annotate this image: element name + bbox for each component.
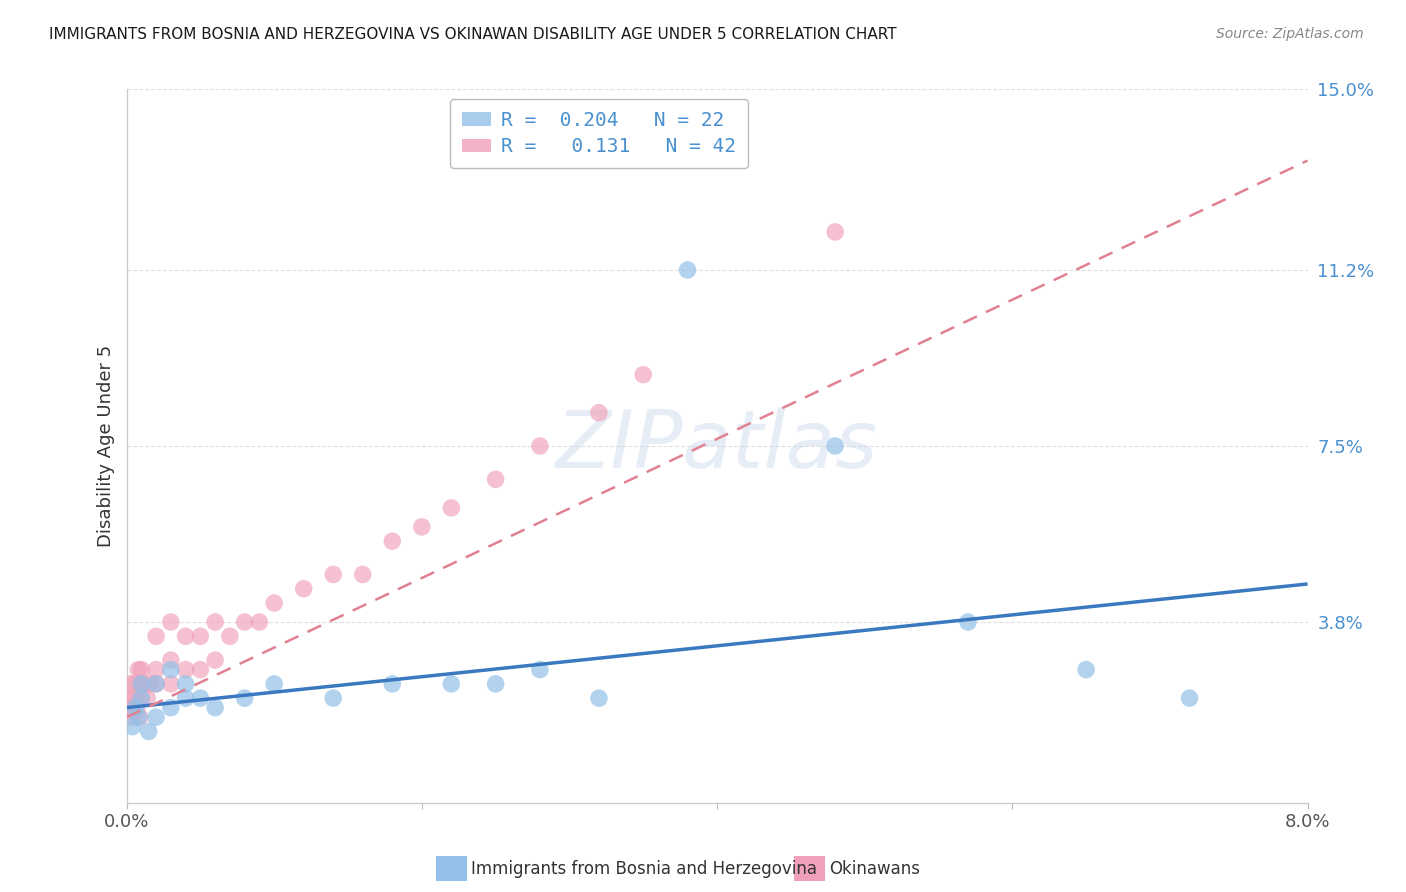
Point — [411, 520, 433, 534]
Point — [204, 653, 226, 667]
Point — [322, 691, 344, 706]
Point — [484, 472, 508, 486]
Point — [292, 582, 315, 596]
Point — [676, 263, 699, 277]
Point — [145, 663, 167, 677]
Point — [124, 677, 146, 691]
Point — [145, 629, 167, 643]
Point — [122, 691, 145, 706]
Point — [633, 368, 655, 382]
Point — [1178, 691, 1201, 706]
Point — [117, 700, 139, 714]
Point — [188, 629, 211, 643]
Point — [174, 663, 197, 677]
Point — [824, 439, 846, 453]
Point — [529, 663, 551, 677]
Point — [233, 691, 256, 706]
Point — [204, 700, 226, 714]
Point — [129, 677, 153, 691]
Point — [160, 663, 183, 677]
Point — [134, 677, 156, 691]
Legend: R =  0.204   N = 22, R =   0.131   N = 42: R = 0.204 N = 22, R = 0.131 N = 42 — [450, 99, 748, 168]
Point — [824, 225, 846, 239]
Point — [121, 720, 143, 734]
Point — [174, 629, 197, 643]
Point — [440, 677, 463, 691]
Point — [352, 567, 374, 582]
Point — [588, 406, 610, 420]
Point — [219, 629, 242, 643]
Point — [381, 677, 404, 691]
Point — [127, 663, 149, 677]
Point — [125, 700, 148, 714]
Point — [529, 439, 551, 453]
Point — [956, 615, 979, 629]
Point — [138, 724, 160, 739]
Text: ZIPatlas: ZIPatlas — [555, 407, 879, 485]
Point — [1076, 663, 1098, 677]
Point — [129, 677, 153, 691]
Point — [263, 596, 285, 610]
Text: Immigrants from Bosnia and Herzegovina: Immigrants from Bosnia and Herzegovina — [471, 860, 817, 878]
Point — [588, 691, 610, 706]
Point — [174, 691, 197, 706]
Text: Source: ZipAtlas.com: Source: ZipAtlas.com — [1216, 27, 1364, 41]
Point — [188, 663, 211, 677]
Point — [145, 677, 167, 691]
Point — [160, 653, 183, 667]
Point — [381, 534, 404, 549]
Point — [129, 691, 153, 706]
Point — [440, 500, 463, 515]
Point — [263, 677, 285, 691]
Point — [120, 691, 142, 706]
Point — [118, 677, 141, 691]
Point — [160, 615, 183, 629]
Point — [128, 710, 150, 724]
Point — [188, 691, 211, 706]
Point — [233, 615, 256, 629]
Point — [484, 677, 508, 691]
Point — [322, 567, 344, 582]
Point — [129, 663, 153, 677]
Point — [247, 615, 270, 629]
Point — [129, 691, 153, 706]
Point — [160, 700, 183, 714]
Point — [174, 677, 197, 691]
Point — [139, 677, 162, 691]
Point — [160, 677, 183, 691]
Point — [121, 710, 143, 724]
Point — [204, 615, 226, 629]
Text: Okinawans: Okinawans — [830, 860, 921, 878]
Point — [145, 710, 167, 724]
Y-axis label: Disability Age Under 5: Disability Age Under 5 — [97, 345, 115, 547]
Point — [127, 710, 149, 724]
Point — [124, 700, 146, 714]
Point — [145, 677, 167, 691]
Point — [136, 691, 159, 706]
Text: IMMIGRANTS FROM BOSNIA AND HERZEGOVINA VS OKINAWAN DISABILITY AGE UNDER 5 CORREL: IMMIGRANTS FROM BOSNIA AND HERZEGOVINA V… — [49, 27, 897, 42]
